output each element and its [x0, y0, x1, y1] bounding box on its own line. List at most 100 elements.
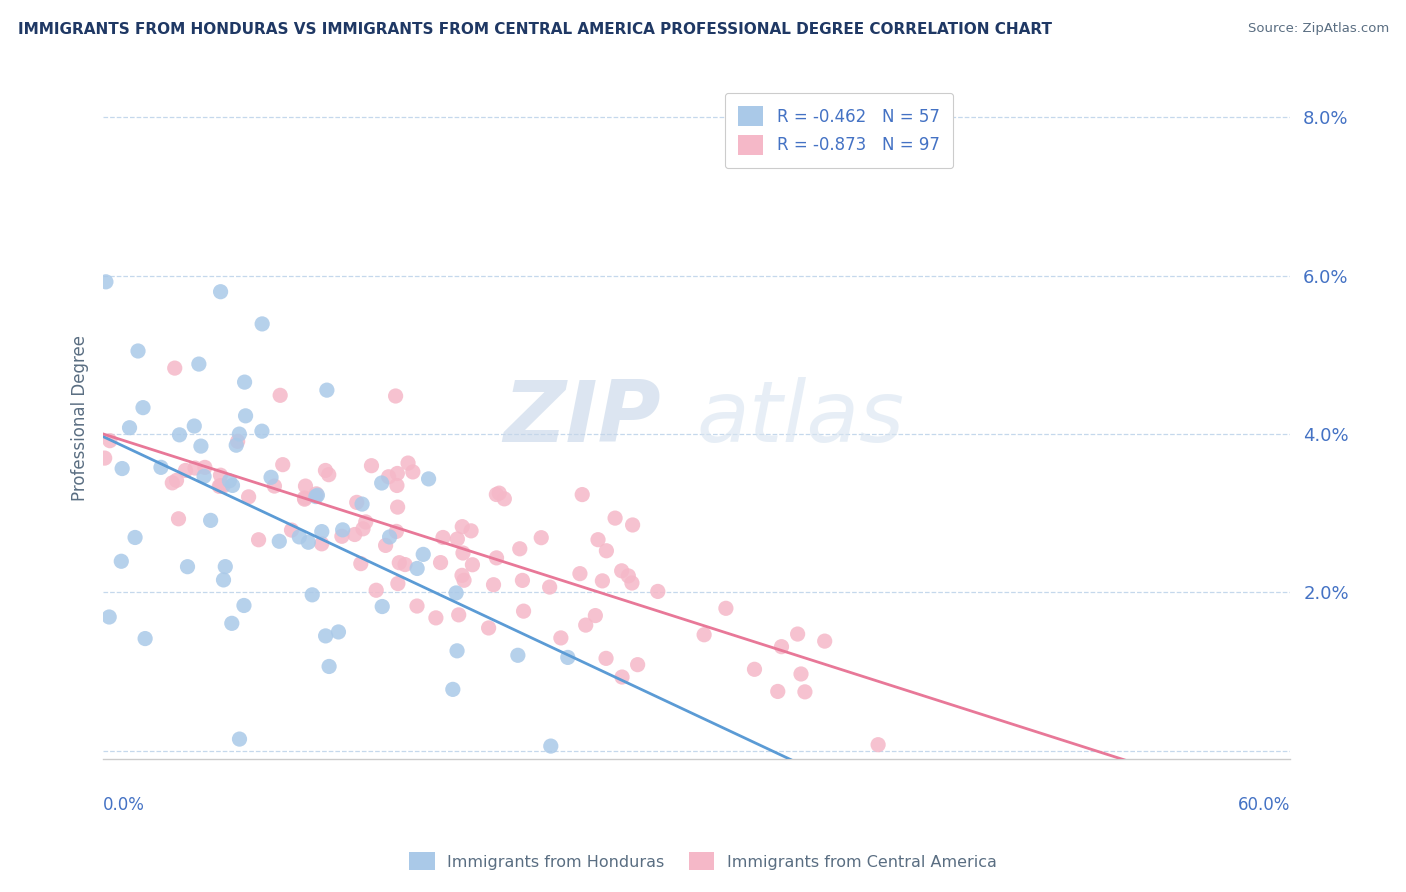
Point — [318, 659, 340, 673]
Point — [162, 475, 184, 490]
Point — [620, 576, 643, 591]
Point — [354, 515, 377, 529]
Point — [451, 546, 474, 560]
Point — [315, 629, 337, 643]
Point — [314, 463, 336, 477]
Point — [238, 490, 260, 504]
Point — [209, 285, 232, 299]
Point — [163, 361, 186, 376]
Point — [451, 519, 474, 533]
Point — [226, 434, 249, 449]
Point — [494, 491, 516, 506]
Point — [315, 383, 337, 397]
Point — [591, 574, 613, 588]
Point — [770, 640, 793, 654]
Point — [793, 685, 815, 699]
Point — [512, 574, 534, 588]
Point — [301, 588, 323, 602]
Point — [432, 531, 454, 545]
Point — [509, 541, 531, 556]
Point — [250, 424, 273, 438]
Point — [169, 427, 191, 442]
Point — [394, 558, 416, 572]
Point — [332, 523, 354, 537]
Point — [385, 524, 408, 539]
Point — [307, 488, 329, 502]
Point — [93, 451, 115, 466]
Text: 60.0%: 60.0% — [1237, 797, 1289, 814]
Point — [384, 389, 406, 403]
Point — [294, 492, 316, 507]
Point — [814, 634, 837, 648]
Point — [297, 535, 319, 549]
Point — [193, 469, 215, 483]
Point — [396, 456, 419, 470]
Point — [371, 599, 394, 614]
Point — [744, 662, 766, 676]
Point — [260, 470, 283, 484]
Point — [385, 478, 408, 492]
Point — [263, 479, 285, 493]
Point — [540, 739, 562, 753]
Point — [441, 682, 464, 697]
Point — [557, 650, 579, 665]
Point — [568, 566, 591, 581]
Point — [617, 569, 640, 583]
Point — [402, 465, 425, 479]
Point — [446, 532, 468, 546]
Point — [134, 632, 156, 646]
Point — [187, 357, 209, 371]
Text: atlas: atlas — [696, 376, 904, 459]
Point — [693, 628, 716, 642]
Point — [218, 474, 240, 488]
Point — [228, 732, 250, 747]
Y-axis label: Professional Degree: Professional Degree — [72, 335, 89, 501]
Point — [446, 644, 468, 658]
Point — [214, 559, 236, 574]
Point — [451, 568, 474, 582]
Point — [538, 580, 561, 594]
Point — [124, 531, 146, 545]
Point — [482, 578, 505, 592]
Point — [530, 531, 553, 545]
Point — [235, 409, 257, 423]
Point — [288, 530, 311, 544]
Point — [250, 317, 273, 331]
Point — [269, 534, 291, 549]
Point — [200, 513, 222, 527]
Point — [447, 607, 470, 622]
Point — [183, 419, 205, 434]
Point — [209, 468, 232, 483]
Point — [488, 486, 510, 500]
Point — [212, 573, 235, 587]
Point — [868, 738, 890, 752]
Point — [786, 627, 808, 641]
Point — [550, 631, 572, 645]
Point — [647, 584, 669, 599]
Point — [627, 657, 650, 672]
Point — [221, 616, 243, 631]
Point — [350, 557, 373, 571]
Point — [352, 497, 374, 511]
Point — [190, 439, 212, 453]
Point — [294, 491, 316, 505]
Point — [280, 523, 302, 537]
Point — [412, 548, 434, 562]
Point — [346, 495, 368, 509]
Point — [352, 522, 374, 536]
Point — [485, 550, 508, 565]
Point — [766, 684, 789, 698]
Point — [610, 564, 633, 578]
Point — [167, 512, 190, 526]
Point — [461, 558, 484, 572]
Point — [377, 469, 399, 483]
Point — [370, 475, 392, 490]
Point — [506, 648, 529, 663]
Point — [269, 388, 291, 402]
Point — [98, 610, 121, 624]
Point — [328, 624, 350, 639]
Point — [233, 599, 256, 613]
Point — [387, 467, 409, 481]
Point — [294, 479, 316, 493]
Point — [233, 375, 256, 389]
